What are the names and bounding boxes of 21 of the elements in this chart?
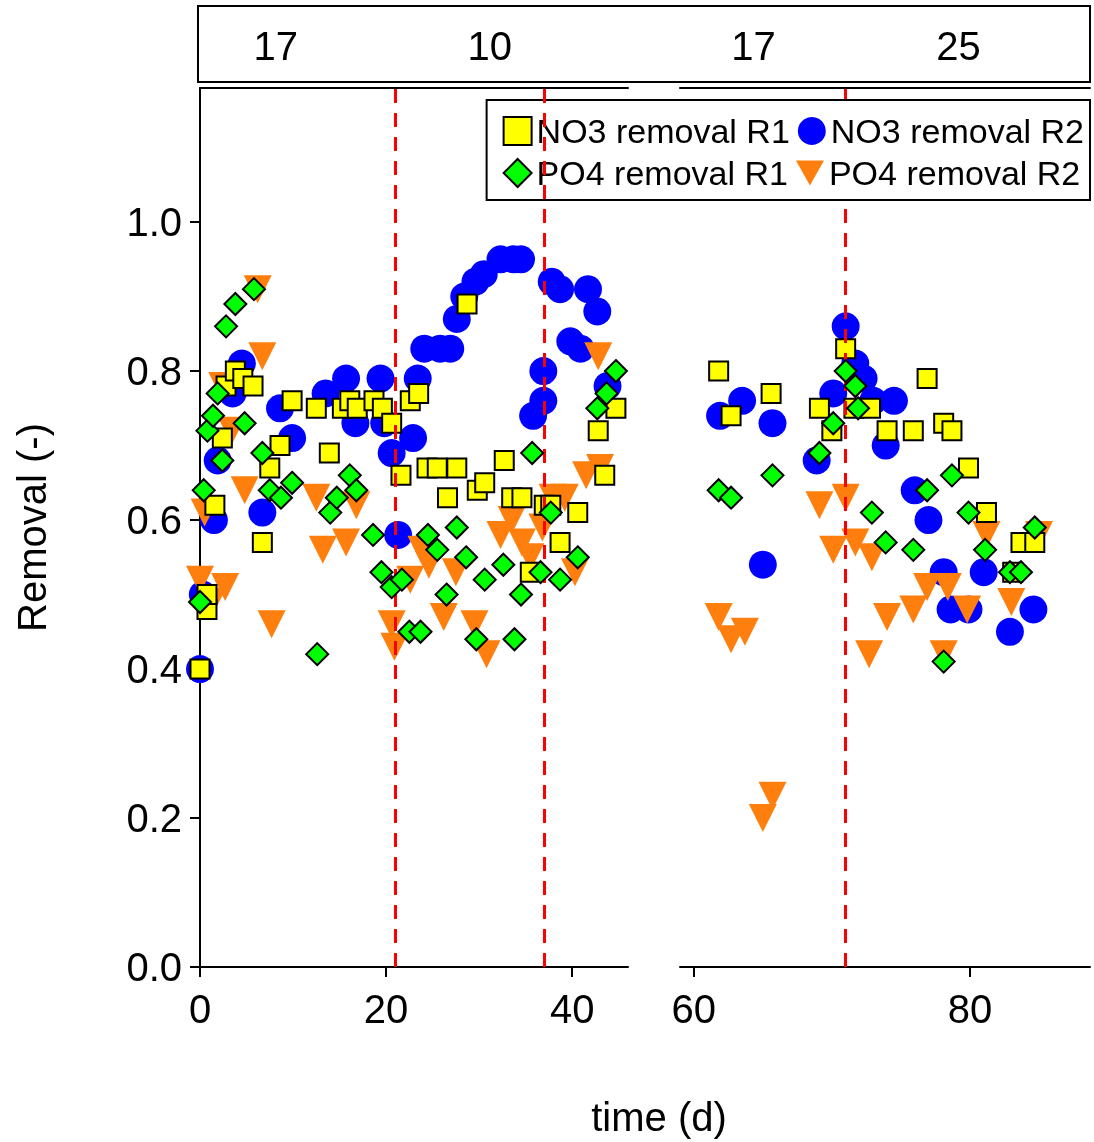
y-tick-label: 0.8 (126, 349, 182, 394)
legend-label: NO3 removal R2 (830, 112, 1085, 150)
y-axis-title: Removal (-) (10, 423, 54, 632)
text: 17 (253, 24, 298, 68)
y-tick-label: 0.6 (126, 498, 182, 543)
y-tick-label: 0.2 (126, 796, 182, 841)
x-tick-label: 0 (188, 987, 212, 1031)
text: 10 (467, 24, 512, 68)
x-tick-label: 80 (947, 987, 993, 1031)
text: 17 (731, 24, 776, 68)
x-tick-label: 40 (549, 987, 595, 1031)
y-tick-label: 0.0 (126, 945, 182, 989)
text: 25 (936, 24, 981, 68)
legend-label: PO4 removal R2 (828, 154, 1081, 192)
legend-label: NO3 removal R1 (536, 112, 790, 150)
legend-label: PO4 removal R1 (536, 154, 788, 192)
y-tick-label: 1.0 (126, 200, 182, 245)
x-axis-title: time (d) (591, 1095, 727, 1139)
y-tick-label: 0.4 (126, 647, 182, 692)
x-tick-label: 20 (363, 987, 409, 1031)
x-tick-label: 60 (671, 987, 717, 1031)
